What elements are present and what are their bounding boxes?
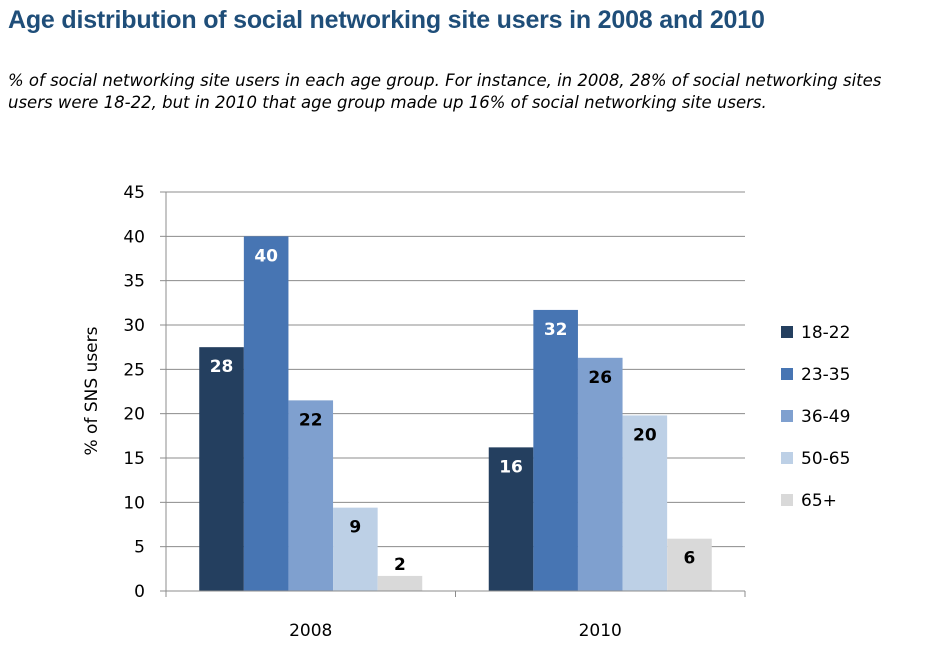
bar bbox=[488, 447, 534, 591]
x-tick-label: 2010 bbox=[579, 621, 622, 641]
y-tick-label: 45 bbox=[123, 183, 145, 203]
data-label: 20 bbox=[633, 425, 657, 445]
y-tick-label: 35 bbox=[123, 272, 145, 292]
legend-label: 65+ bbox=[801, 491, 837, 511]
chart-subtitle: % of social networking site users in eac… bbox=[8, 71, 882, 112]
legend-label: 50-65 bbox=[801, 449, 850, 469]
y-tick-label: 30 bbox=[123, 316, 145, 336]
legend-label: 36-49 bbox=[801, 407, 850, 427]
legend-swatch bbox=[781, 452, 793, 464]
bar bbox=[667, 538, 712, 591]
y-tick-label: 15 bbox=[123, 449, 145, 469]
y-tick-label: 10 bbox=[123, 493, 145, 513]
bar bbox=[243, 236, 289, 592]
legend-swatch bbox=[781, 326, 793, 338]
bars: 28 40 22 9 2 16 32 26 20 6 bbox=[199, 236, 712, 592]
data-label: 22 bbox=[299, 410, 323, 430]
legend-label: 18-22 bbox=[801, 323, 850, 343]
legend-swatch bbox=[781, 410, 793, 422]
y-tick-label: 5 bbox=[134, 538, 145, 558]
axes: 0 5 10 15 20 25 30 35 40 45 2008 2010 bbox=[123, 183, 746, 641]
bar bbox=[533, 309, 578, 591]
legend-label: 23-35 bbox=[801, 365, 850, 385]
chart-title: Age distribution of social networking si… bbox=[8, 6, 765, 34]
data-label: 9 bbox=[349, 518, 361, 538]
data-label: 26 bbox=[588, 368, 612, 388]
legend-swatch bbox=[781, 368, 793, 380]
data-label: 16 bbox=[499, 457, 523, 477]
bar bbox=[377, 575, 423, 591]
data-label: 2 bbox=[394, 555, 406, 575]
bar bbox=[199, 347, 244, 591]
bar bbox=[333, 507, 378, 591]
bar bbox=[288, 400, 334, 591]
y-tick-label: 25 bbox=[123, 360, 145, 380]
x-tick-label: 2008 bbox=[289, 621, 332, 641]
bar bbox=[577, 357, 623, 591]
bar bbox=[622, 415, 668, 591]
y-tick-label: 40 bbox=[123, 227, 145, 247]
legend: 18-22 23-35 36-49 50-65 65+ bbox=[781, 323, 850, 511]
data-label: 6 bbox=[684, 549, 696, 569]
y-tick-label: 0 bbox=[134, 582, 145, 602]
legend-swatch bbox=[781, 494, 793, 506]
data-label: 40 bbox=[254, 246, 278, 266]
y-axis-label: % of SNS users bbox=[82, 326, 102, 455]
y-tick-label: 20 bbox=[123, 405, 145, 425]
data-label: 28 bbox=[210, 357, 234, 377]
data-label: 32 bbox=[544, 320, 568, 340]
